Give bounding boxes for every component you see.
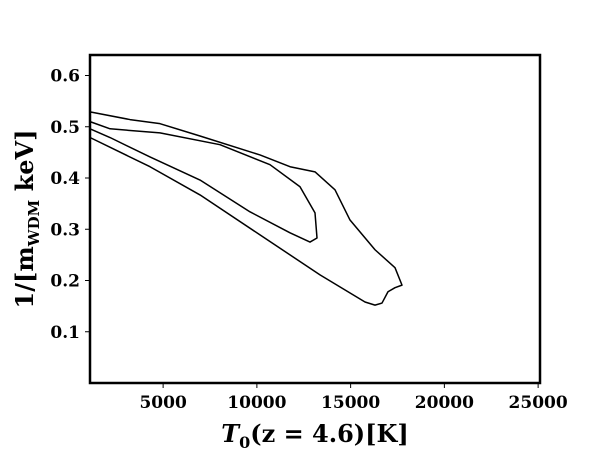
contour-line (89, 111, 403, 306)
contour-line (89, 120, 318, 243)
y-label-part: keV] (10, 130, 39, 200)
x-tick-label: 15000 (321, 393, 380, 413)
y-tick-label: 0.2 (50, 272, 80, 292)
x-label-part: 0 (239, 433, 250, 450)
x-label-part: T (221, 419, 241, 448)
y-label-part: 1/[m (10, 246, 39, 308)
y-tick-label: 0.5 (50, 118, 80, 138)
y-tick-label: 0.3 (50, 220, 80, 240)
y-tick-label: 0.1 (50, 323, 80, 343)
x-tick-label: 5000 (139, 393, 186, 413)
y-label-part: WDM (25, 200, 43, 247)
x-axis-label: T0(z = 4.6)[K] (221, 419, 408, 450)
y-tick-label: 0.6 (50, 67, 80, 87)
x-tick-label: 10000 (227, 393, 286, 413)
x-tick-label: 25000 (509, 393, 568, 413)
plot-frame (88, 53, 542, 385)
y-axis-label: 1/[mWDM keV] (10, 130, 43, 309)
x-label-part: (z = 4.6)[K] (250, 419, 408, 448)
x-tick-label: 20000 (415, 393, 474, 413)
y-tick-label: 0.4 (50, 169, 80, 189)
